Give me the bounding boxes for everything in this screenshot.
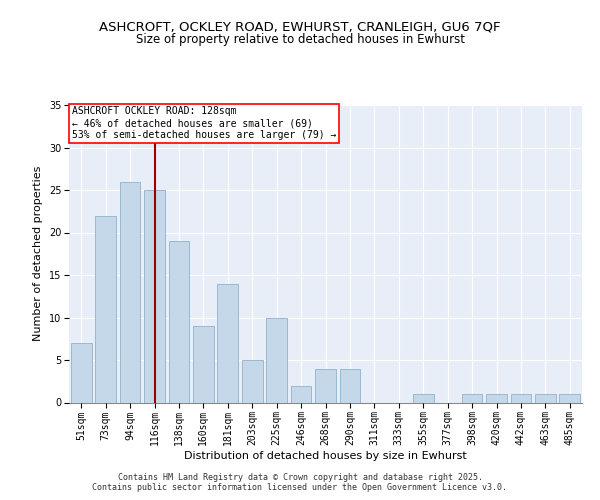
Bar — [511, 394, 532, 402]
Bar — [217, 284, 238, 403]
Text: Contains HM Land Registry data © Crown copyright and database right 2025.
Contai: Contains HM Land Registry data © Crown c… — [92, 473, 508, 492]
Text: ASHCROFT, OCKLEY ROAD, EWHURST, CRANLEIGH, GU6 7QF: ASHCROFT, OCKLEY ROAD, EWHURST, CRANLEIG… — [99, 21, 501, 34]
Bar — [95, 216, 116, 402]
Bar — [559, 394, 580, 402]
Bar — [242, 360, 263, 403]
Bar — [486, 394, 507, 402]
Bar — [340, 368, 361, 402]
Bar — [413, 394, 434, 402]
Text: Size of property relative to detached houses in Ewhurst: Size of property relative to detached ho… — [136, 34, 464, 46]
Bar — [169, 241, 190, 402]
Text: ASHCROFT OCKLEY ROAD: 128sqm
← 46% of detached houses are smaller (69)
53% of se: ASHCROFT OCKLEY ROAD: 128sqm ← 46% of de… — [71, 106, 336, 140]
Bar — [461, 394, 482, 402]
Bar — [535, 394, 556, 402]
Y-axis label: Number of detached properties: Number of detached properties — [34, 166, 43, 342]
Bar — [290, 386, 311, 402]
Bar — [193, 326, 214, 402]
Bar — [266, 318, 287, 402]
Bar — [315, 368, 336, 402]
X-axis label: Distribution of detached houses by size in Ewhurst: Distribution of detached houses by size … — [184, 451, 467, 461]
Bar — [144, 190, 165, 402]
Bar — [71, 343, 92, 402]
Bar — [119, 182, 140, 402]
